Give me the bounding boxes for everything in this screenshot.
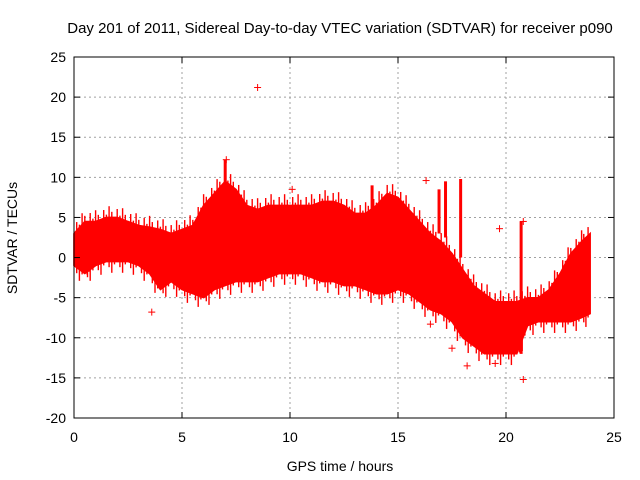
y-tick-label: 5: [58, 209, 66, 225]
y-tick-label: 15: [50, 129, 66, 145]
x-axis-label: GPS time / hours: [287, 458, 394, 474]
data-point: [519, 217, 527, 225]
data-point: [148, 308, 156, 316]
y-tick-label: 25: [50, 49, 66, 65]
y-tick-label: -20: [46, 410, 66, 426]
plot-frame: [73, 56, 615, 419]
y-tick-label: -5: [54, 290, 67, 306]
y-axis-label: SDTVAR / TECUs: [4, 182, 20, 294]
data-point: [485, 346, 493, 354]
data-point: [83, 267, 91, 275]
data-point: [422, 177, 430, 185]
x-tick-label: 5: [178, 429, 186, 445]
data-point: [463, 362, 471, 370]
x-tick-label: 15: [390, 429, 406, 445]
axis-ticks: 0 5 10 15 20 25 -20 -15 -10 -5 0 5 10 15 20 25: [46, 49, 622, 445]
x-tick-label: 20: [498, 429, 514, 445]
x-tick-label: 0: [70, 429, 78, 445]
x-tick-label: 25: [606, 429, 622, 445]
y-tick-label: 20: [50, 89, 66, 105]
data-marks: [73, 83, 591, 383]
y-tick-label: 0: [58, 250, 66, 266]
chart-title: Day 201 of 2011, Sidereal Day-to-day VTE…: [67, 20, 613, 37]
x-tick-label: 10: [282, 429, 298, 445]
data-point: [491, 359, 499, 367]
data-point: [254, 83, 262, 91]
data-point: [288, 185, 296, 193]
data-point: [519, 375, 527, 383]
data-point: [426, 320, 434, 328]
y-tick-label: -10: [46, 330, 66, 346]
y-tick-label: 10: [50, 169, 66, 185]
data-point: [222, 156, 230, 164]
data-point: [496, 225, 504, 233]
data-point: [448, 344, 456, 352]
y-tick-label: -15: [46, 370, 66, 386]
